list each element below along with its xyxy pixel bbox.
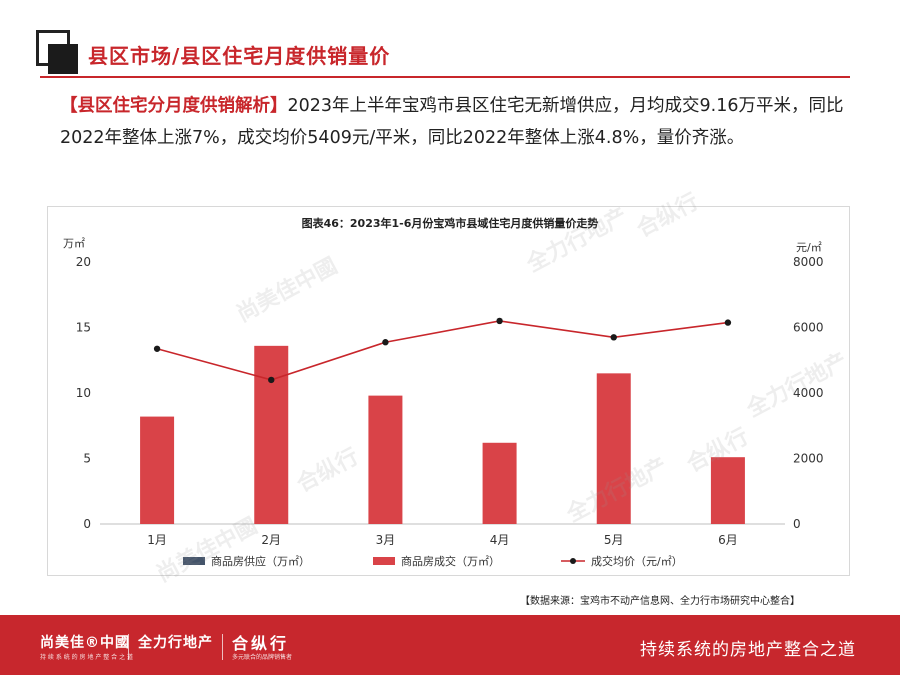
right-axis-unit: 元/㎡	[796, 241, 822, 254]
summary-keyword: 【县区住宅分月度供销解析】	[60, 96, 288, 116]
x-axis-tick-label: 5月	[604, 533, 624, 547]
chart-title: 图表46：2023年1-6月份宝鸡市县域住宅月度供销量价走势	[301, 217, 599, 230]
legend-label: 成交均价（元/㎡）	[591, 554, 683, 568]
left-axis-tick-label: 20	[76, 255, 91, 269]
right-axis-tick-label: 6000	[793, 321, 824, 335]
bar-transaction	[482, 442, 517, 524]
legend-swatch	[373, 557, 395, 565]
x-axis-tick-label: 1月	[147, 533, 167, 547]
bar-transaction	[140, 416, 175, 524]
price-point	[496, 317, 503, 325]
footer-separator	[128, 634, 129, 660]
x-axis-tick-label: 4月	[490, 533, 510, 547]
price-point	[610, 334, 617, 341]
header-logo-block	[48, 44, 78, 74]
price-point	[724, 319, 732, 326]
footer-brand-shangmeijia: 尚美佳®中國	[40, 635, 130, 651]
left-axis-tick-label: 0	[83, 517, 91, 531]
footer-separator	[222, 634, 223, 660]
footer-brand-shangmeijia-sub: 持 续 系 统 的 房 地 产 整 合 之 道	[40, 654, 133, 661]
price-point	[268, 376, 275, 384]
legend-label: 商品房成交（万㎡）	[401, 554, 500, 568]
price-line	[156, 320, 729, 381]
summary-paragraph: 【县区住宅分月度供销解析】2023年上半年宝鸡市县区住宅无新增供应，月均成交9.…	[60, 90, 850, 154]
left-axis-unit: 万㎡	[63, 237, 85, 250]
left-axis-tick-label: 10	[76, 386, 91, 400]
price-point	[153, 345, 161, 352]
right-axis-tick-label: 4000	[793, 386, 824, 400]
footer-brand-hezongxing: 合纵行	[232, 634, 290, 653]
legend-swatch	[183, 557, 205, 565]
left-axis-tick-label: 15	[76, 321, 91, 335]
left-axis-tick-label: 5	[83, 452, 91, 466]
header-divider	[40, 76, 850, 78]
summary-text: 2023年上半年宝鸡市县区住宅无新增供应，月均成交9.16万平米，同比2022年…	[60, 96, 844, 148]
page-title: 县区市场/县区住宅月度供销量价	[88, 44, 391, 68]
footer-brand-hezongxing-sub: 多元联合的品牌销售者	[232, 654, 293, 661]
data-source-note: 【数据来源：宝鸡市不动产信息网、全力行市场研究中心整合】	[520, 596, 800, 607]
footer-brand-quanlixing: 全力行地产	[138, 635, 213, 651]
bar-transaction	[710, 457, 745, 524]
legend-marker	[570, 558, 576, 564]
right-axis-tick-label: 2000	[793, 452, 824, 466]
x-axis-tick-label: 2月	[261, 533, 281, 547]
right-axis-tick-label: 8000	[793, 255, 824, 269]
legend-label: 商品房供应（万㎡）	[211, 554, 310, 568]
footer-slogan: 持续系统的房地产整合之道	[640, 640, 856, 660]
price-point	[382, 339, 389, 346]
bar-transaction	[254, 345, 289, 524]
bar-transaction	[596, 373, 631, 524]
footer-bar: 尚美佳®中國 持 续 系 统 的 房 地 产 整 合 之 道 全力行地产 合纵行…	[0, 615, 900, 675]
x-axis-tick-label: 6月	[718, 533, 738, 547]
bar-transaction	[368, 395, 403, 524]
x-axis-tick-label: 3月	[376, 533, 396, 547]
right-axis-tick-label: 0	[793, 517, 801, 531]
